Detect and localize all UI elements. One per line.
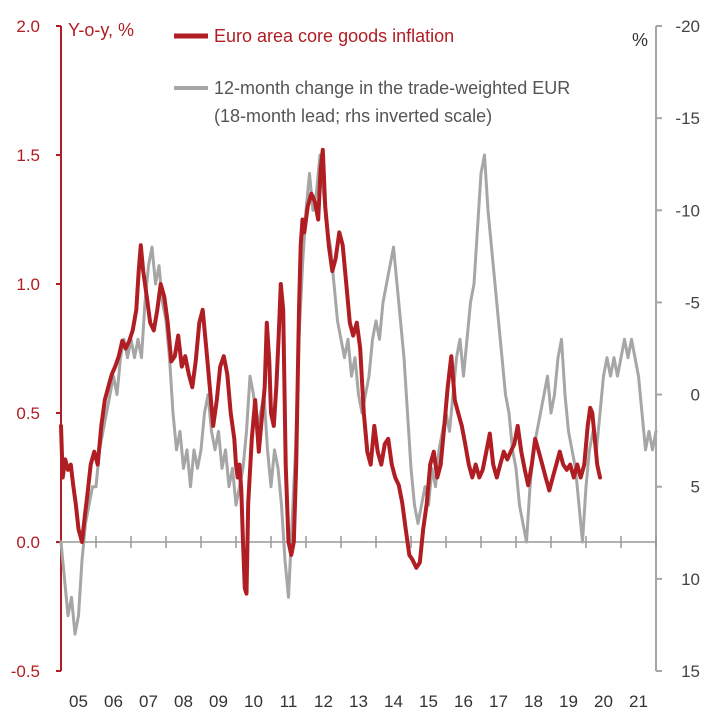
legend-label-eur-line2: (18-month lead; rhs inverted scale) [214,106,492,126]
x-tick-label: 20 [594,692,613,711]
x-tick-label: 14 [384,692,403,711]
right-tick-label: 0 [691,386,700,405]
right-tick-label: -20 [675,17,700,36]
left-tick-label: -0.5 [11,662,40,681]
x-tick-label: 17 [489,692,508,711]
right-tick-label: -15 [675,109,700,128]
x-tick-label: 12 [314,692,333,711]
right-axis-title: % [632,30,648,50]
left-axis-title: Y-o-y, % [68,20,134,40]
right-tick-label: -10 [675,201,700,220]
left-tick-label: 1.0 [16,275,40,294]
left-tick-label: 1.5 [16,146,40,165]
series-layer [59,147,658,636]
right-axis-ticks: -20 -15 -10 -5 0 5 10 15 [656,17,700,681]
right-tick-label: 10 [681,570,700,589]
x-tick-label: 07 [139,692,158,711]
legend-label-core-goods: Euro area core goods inflation [214,26,454,46]
x-tick-label: 13 [349,692,368,711]
right-tick-label: -5 [685,293,700,312]
left-tick-label: 0.0 [16,533,40,552]
legend-label-eur-line1: 12-month change in the trade-weighted EU… [214,78,570,98]
x-tick-label: 10 [244,692,263,711]
x-tick-label: 16 [454,692,473,711]
left-tick-label: 2.0 [16,17,40,36]
left-tick-label: 0.5 [16,404,40,423]
x-axis-ticks: 05 06 07 08 09 10 11 12 13 14 15 16 17 18 19 20 21 [69,536,657,711]
x-tick-label: 11 [280,692,298,711]
right-tick-label: 15 [681,662,700,681]
x-tick-label: 06 [104,692,123,711]
left-axis-ticks: 2.0 1.5 1.0 0.5 0.0 -0.5 [11,17,61,681]
right-tick-label: 5 [691,478,700,497]
x-tick-label: 08 [174,692,193,711]
x-tick-label: 21 [629,692,648,711]
series-line-trade-weighted-eur [59,153,658,636]
x-tick-label: 05 [69,692,88,711]
x-tick-label: 15 [419,692,438,711]
series-line-core-goods [59,147,602,596]
x-tick-label: 18 [524,692,543,711]
x-tick-label: 19 [559,692,578,711]
x-tick-label: 09 [209,692,228,711]
